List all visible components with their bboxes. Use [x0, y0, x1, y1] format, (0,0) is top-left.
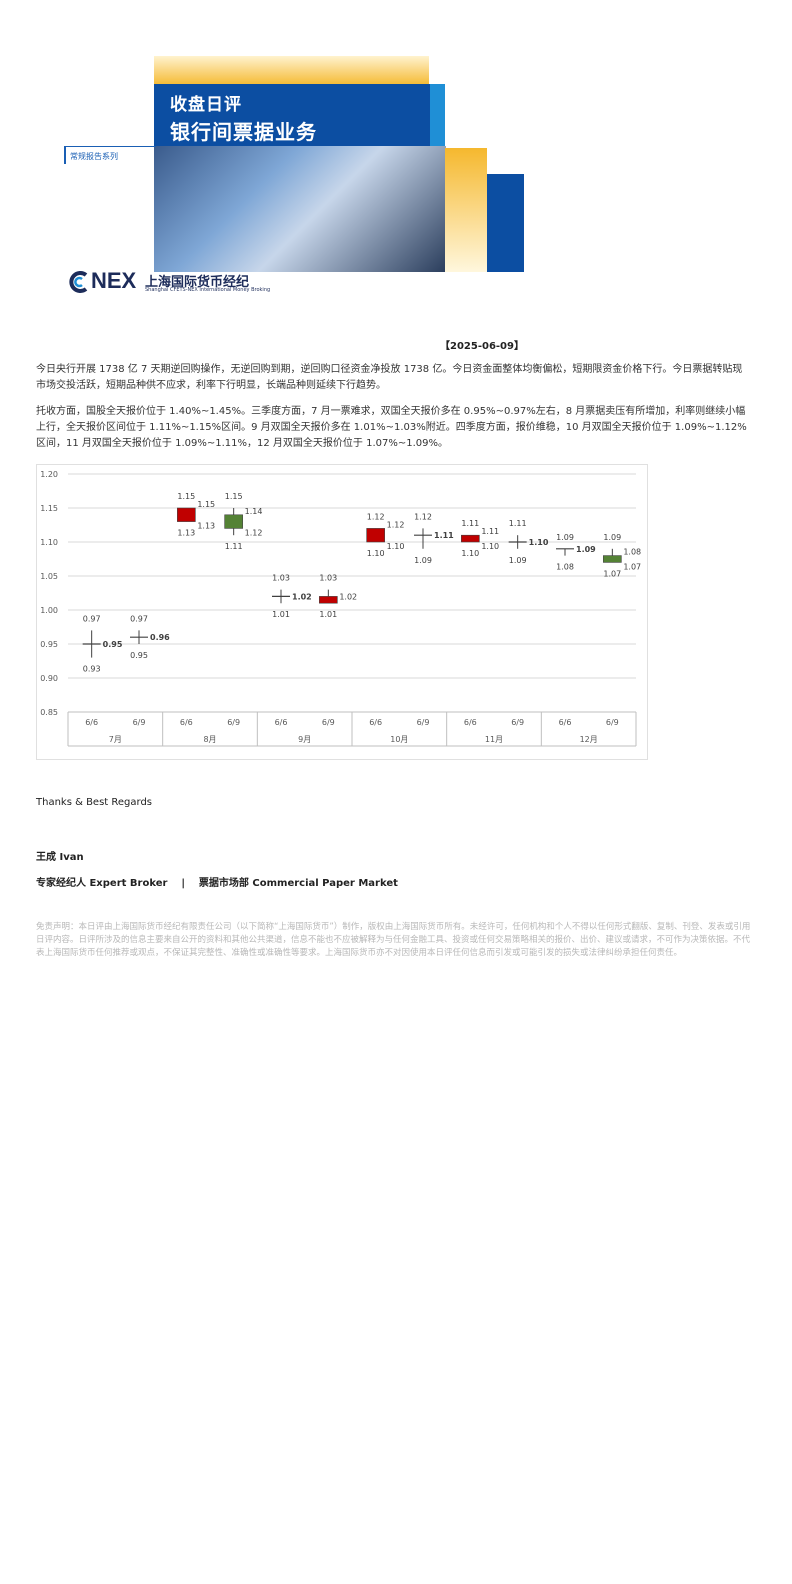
data-label-mid: 1.11 — [434, 531, 454, 540]
data-label-low: 1.11 — [225, 542, 243, 551]
x-group-label: 7月 — [109, 735, 122, 744]
data-label-mid: 1.12 — [245, 528, 263, 537]
data-label-mid: 1.10 — [481, 542, 499, 551]
x-group-label: 12月 — [580, 735, 598, 744]
data-label-mid: 0.96 — [150, 633, 170, 642]
paragraph-quote-details: 托收方面，国股全天报价位于 1.40%~1.45%。三季度方面，7 月一票难求，… — [36, 406, 747, 449]
x-tick-label: 6/6 — [275, 718, 288, 727]
data-label-high: 1.09 — [556, 533, 574, 542]
data-label-mid: 1.14 — [245, 507, 263, 516]
report-date: 【2025-06-09】 — [440, 341, 524, 352]
data-label-low: 1.10 — [461, 549, 479, 558]
data-label-low: 1.01 — [272, 610, 290, 619]
x-tick-label: 6/6 — [85, 718, 98, 727]
data-label-mid: 1.07 — [623, 562, 641, 571]
banner-yellow-block — [445, 148, 487, 272]
y-tick-label: 1.05 — [40, 572, 58, 581]
data-label-high: 1.11 — [509, 519, 527, 528]
x-tick-label: 6/9 — [322, 718, 335, 727]
data-label-low: 1.01 — [319, 610, 337, 619]
x-tick-label: 6/6 — [180, 718, 193, 727]
data-label-low: 0.93 — [83, 665, 101, 674]
x-tick-label: 6/9 — [606, 718, 619, 727]
x-tick-label: 6/9 — [227, 718, 240, 727]
banner-yellow-strip — [154, 56, 429, 86]
data-label-mid: 1.10 — [529, 538, 549, 547]
data-label-high: 1.11 — [461, 519, 479, 528]
data-label-high: 1.12 — [367, 512, 385, 521]
y-tick-label: 0.85 — [40, 708, 58, 717]
data-label-mid: 0.95 — [103, 640, 123, 649]
x-tick-label: 6/6 — [464, 718, 477, 727]
data-label-low: 1.09 — [414, 556, 432, 565]
data-label-mid: 1.11 — [481, 527, 499, 536]
paragraph-market-summary: 今日央行开展 1738 亿 7 天期逆回购操作，无逆回购到期，逆回购口径资金净投… — [36, 364, 743, 391]
y-tick-label: 1.10 — [40, 538, 58, 547]
header-title: 收盘日评 — [170, 95, 242, 115]
data-label-high: 1.12 — [414, 512, 432, 521]
data-label-mid: 1.15 — [197, 500, 215, 509]
data-label-high: 0.97 — [83, 614, 101, 623]
x-tick-label: 6/6 — [559, 718, 572, 727]
x-group-label: 9月 — [298, 735, 311, 744]
data-label-low: 1.07 — [603, 569, 621, 578]
candle-body — [177, 507, 196, 522]
data-label-mid: 1.09 — [576, 545, 596, 554]
data-label-mid: 1.02 — [292, 592, 312, 601]
candle-body — [461, 534, 480, 543]
data-label-mid: 1.02 — [339, 592, 357, 601]
x-group-label: 8月 — [203, 735, 216, 744]
candle-body — [224, 514, 243, 529]
data-label-mid: 1.08 — [623, 548, 641, 557]
x-group-label: 11月 — [485, 735, 503, 744]
y-tick-label: 1.15 — [40, 504, 58, 513]
signature-name: 王成 Ivan — [36, 852, 84, 863]
logo-text: NEX — [91, 268, 137, 293]
candle-body — [603, 555, 622, 563]
nex-logo-icon — [69, 271, 88, 293]
data-label-high: 1.15 — [225, 492, 243, 501]
data-label-mid: 1.13 — [197, 522, 215, 531]
x-group-label: 10月 — [390, 735, 408, 744]
data-label-high: 1.03 — [319, 574, 337, 583]
tablet-photo — [154, 146, 446, 272]
banner-blue-block — [154, 84, 430, 146]
y-tick-label: 0.90 — [40, 674, 58, 683]
data-label-high: 0.97 — [130, 614, 148, 623]
data-label-low: 0.95 — [130, 651, 148, 660]
x-tick-label: 6/9 — [511, 718, 524, 727]
disclaimer: 免责声明：本日评由上海国际货币经纪有限责任公司（以下简称“上海国际货币”）制作，… — [36, 922, 751, 958]
x-tick-label: 6/9 — [417, 718, 430, 727]
logo-en: Shanghai CFETS-NEX International Money B… — [145, 287, 271, 293]
data-label-high: 1.03 — [272, 574, 290, 583]
header-subtitle: 银行间票据业务 — [170, 120, 317, 144]
candle-body — [366, 528, 385, 543]
data-label-mid: 1.12 — [387, 520, 405, 529]
data-label-low: 1.09 — [509, 556, 527, 565]
x-tick-label: 6/6 — [369, 718, 382, 727]
data-label-low: 1.08 — [556, 563, 574, 572]
y-tick-label: 0.95 — [40, 640, 58, 649]
y-tick-label: 1.20 — [40, 470, 58, 479]
data-label-low: 1.13 — [177, 529, 195, 538]
banner-blue-accent — [429, 84, 445, 146]
logo-cn: 上海国际货币经纪 — [145, 275, 250, 290]
data-label-high: 1.15 — [177, 492, 195, 501]
closing-text: Thanks & Best Regards — [36, 797, 153, 808]
series-label: 常规报告系列 — [64, 146, 156, 164]
data-label-low: 1.10 — [367, 549, 385, 558]
y-tick-label: 1.00 — [40, 606, 58, 615]
candle-body — [319, 596, 338, 604]
data-label-high: 1.09 — [603, 533, 621, 542]
chart-frame — [36, 464, 648, 760]
signature-title: 专家经纪人 Expert Broker | 票据市场部 Commercial P… — [36, 878, 398, 889]
x-tick-label: 6/9 — [133, 718, 146, 727]
candlestick-chart: 0.85 0.90 0.95 1.00 1.05 1.10 1.15 1.20 6/6 6/9 6/… — [36, 464, 648, 760]
banner-blue-block-right — [487, 174, 524, 272]
data-label-mid: 1.10 — [387, 542, 405, 551]
